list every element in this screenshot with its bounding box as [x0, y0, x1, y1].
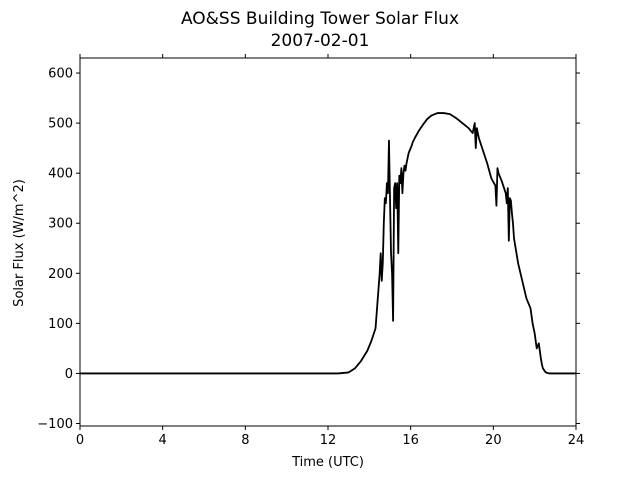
- chart-subtitle: 2007-02-01: [271, 31, 370, 51]
- series-line-0: [80, 112, 576, 375]
- chart-title: AO&SS Building Tower Solar Flux: [181, 9, 459, 29]
- y-tick-label-600: 600: [48, 67, 73, 82]
- y-axis-label: Solar Flux (W/m^2): [12, 179, 27, 307]
- y-tick-label-400: 400: [48, 167, 73, 182]
- x-tick-label-20: 20: [485, 433, 502, 448]
- y-tick-label-500: 500: [48, 117, 73, 132]
- x-tick-label-16: 16: [402, 433, 419, 448]
- x-tick-label-0: 0: [76, 433, 84, 448]
- x-tick-label-24: 24: [568, 433, 585, 448]
- y-tick-label-300: 300: [48, 217, 73, 232]
- x-axis-label: Time (UTC): [291, 455, 364, 470]
- x-tick-label-4: 4: [159, 433, 167, 448]
- x-tick-label-8: 8: [241, 433, 249, 448]
- y-tick-label-100: 100: [48, 317, 73, 332]
- y-tick-label--100: −100: [37, 417, 73, 432]
- y-tick-label-0: 0: [65, 367, 73, 382]
- y-tick-label-200: 200: [48, 267, 73, 282]
- x-tick-label-12: 12: [320, 433, 337, 448]
- plot-frame: [79, 57, 577, 427]
